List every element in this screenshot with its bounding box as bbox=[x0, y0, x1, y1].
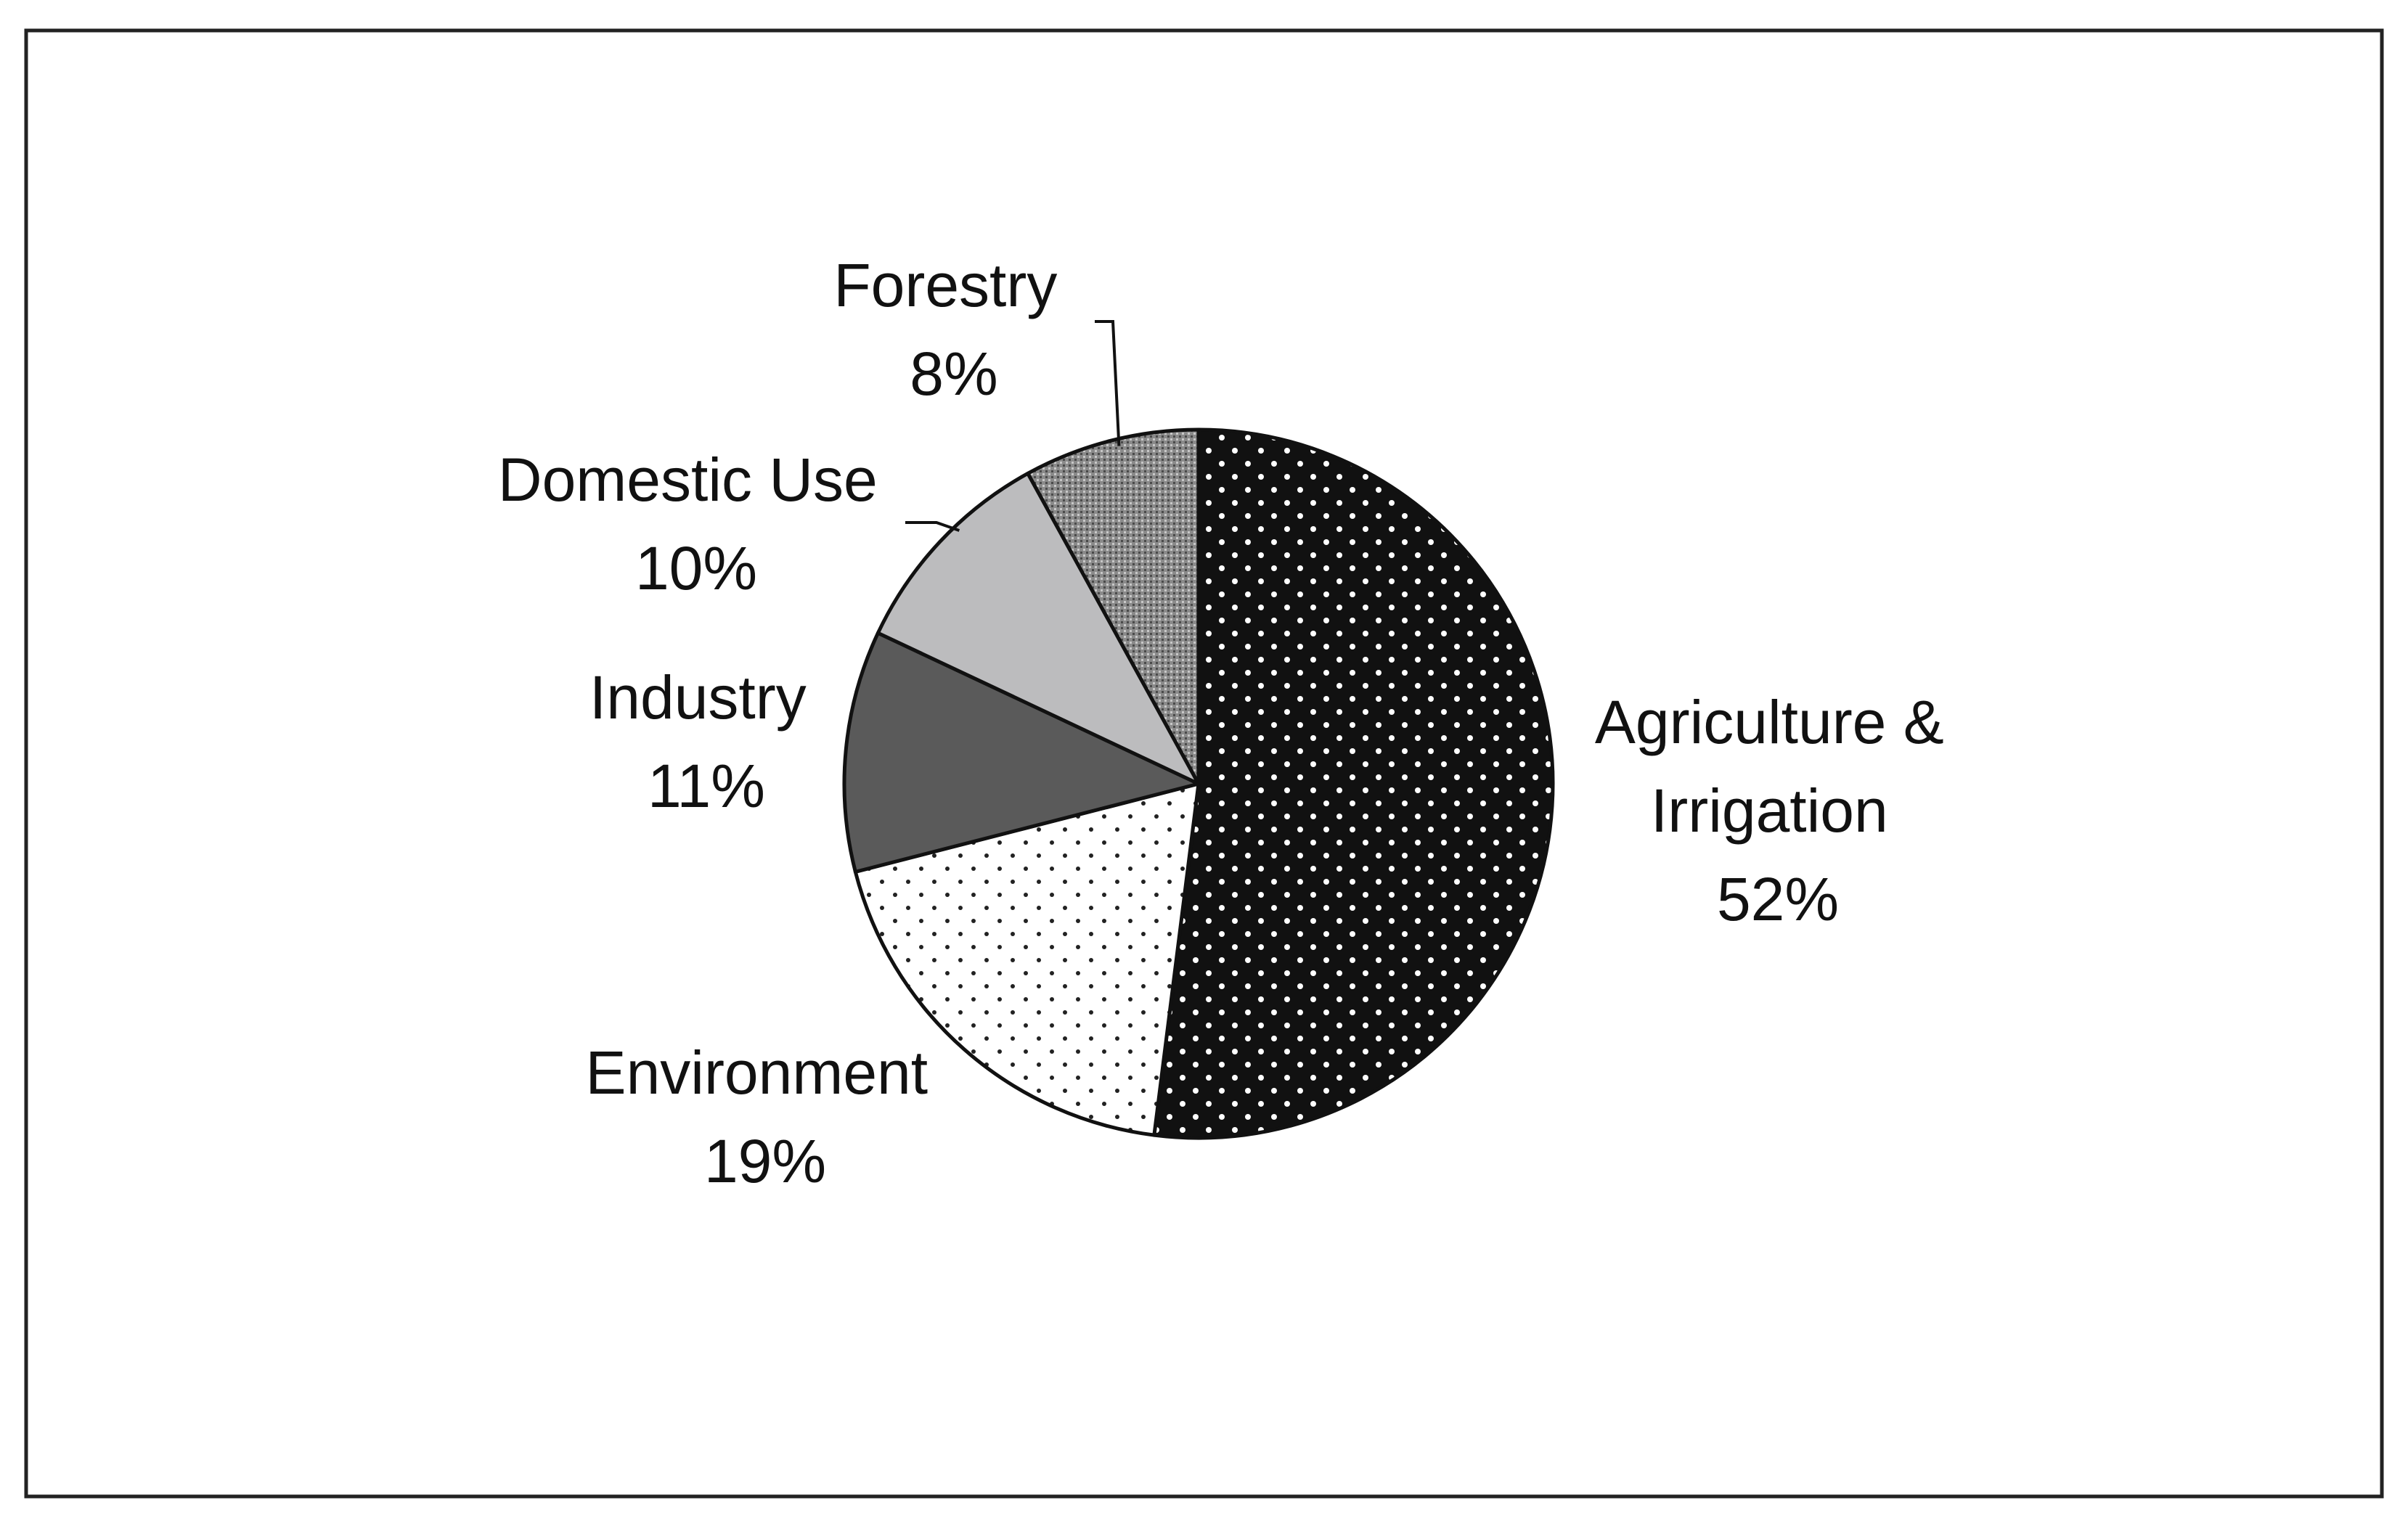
pie-slice-forestry bbox=[1026, 427, 1201, 786]
pie-slice-domestic-use bbox=[876, 471, 1201, 786]
label-agriculture-percent: 52% bbox=[1717, 865, 1839, 933]
label-domestic-name: Domestic Use bbox=[498, 446, 878, 514]
label-agriculture-line1: Agriculture & bbox=[1595, 688, 1944, 756]
label-domestic-percent: 10% bbox=[635, 534, 757, 602]
leader-forestry bbox=[1095, 320, 1121, 446]
label-forestry-percent: 8% bbox=[910, 340, 997, 408]
label-agriculture-irrigation: Agriculture & Irrigation 52% bbox=[1595, 688, 1961, 933]
label-forestry-name: Forestry bbox=[833, 251, 1057, 319]
label-forestry: Forestry 8% bbox=[833, 251, 1074, 408]
label-environment: Environment 19% bbox=[586, 1039, 945, 1195]
label-industry: Industry 11% bbox=[589, 663, 823, 820]
label-industry-name: Industry bbox=[589, 663, 807, 732]
leader-lines bbox=[905, 320, 1121, 532]
label-environment-percent: 19% bbox=[704, 1127, 826, 1195]
pie-slices bbox=[842, 427, 1555, 1140]
label-industry-percent: 11% bbox=[648, 752, 765, 820]
pie-slice-agriculture-irrigation bbox=[1152, 427, 1555, 1140]
label-domestic-use: Domestic Use 10% bbox=[498, 446, 894, 602]
pie-slice-environment bbox=[853, 782, 1201, 1137]
leader-domestic-use bbox=[905, 521, 960, 532]
pie-slice-industry bbox=[842, 631, 1201, 874]
label-agriculture-line2: Irrigation bbox=[1651, 777, 1888, 845]
label-environment-name: Environment bbox=[586, 1039, 928, 1107]
